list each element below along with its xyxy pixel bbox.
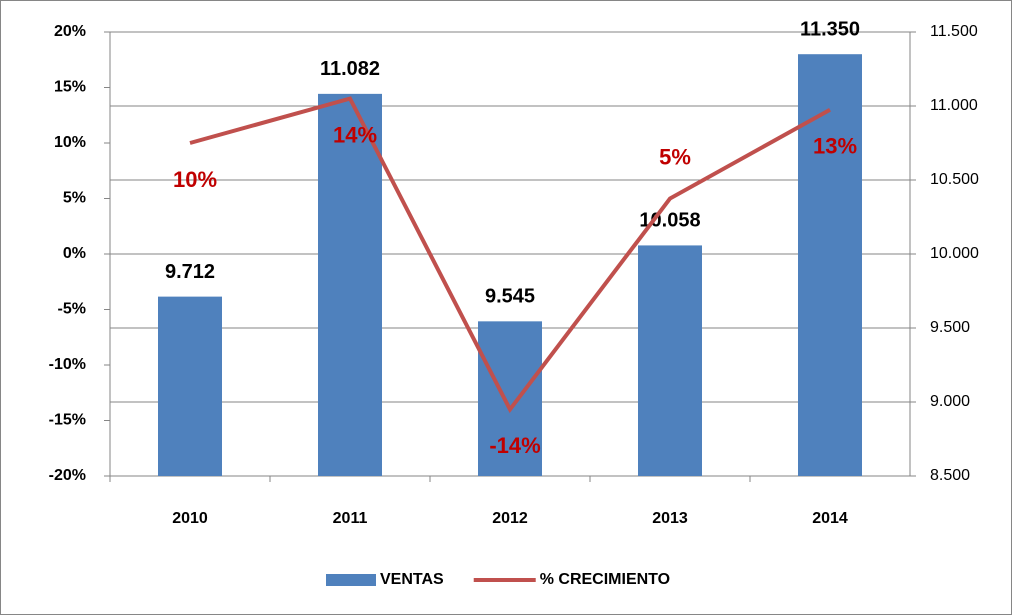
line-value-label: 14% [333,122,377,147]
line-value-label: 5% [659,144,691,169]
y-tick-label: 5% [63,190,86,207]
y2-tick-label: 11.000 [930,97,978,114]
bar-value-label: 9.712 [165,261,215,283]
bar-value-label: 10.058 [639,210,700,232]
y2-tick-label: 8.500 [930,467,970,484]
y-tick-label: 10% [54,134,86,151]
y2-tick-label: 9.500 [930,319,970,336]
x-tick-label: 2013 [652,510,688,527]
bar [318,93,382,476]
bar-value-label: 11.082 [320,58,380,80]
y-tick-label: 0% [63,245,86,262]
x-tick-label: 2012 [492,510,528,527]
y-tick-label: -10% [49,356,86,373]
line-value-label: 10% [173,167,217,192]
line-value-label: 13% [813,134,857,159]
bar [478,321,542,476]
bar-value-label: 11.350 [800,18,860,40]
line-value-label: -14% [489,433,540,458]
y-tick-label: -5% [58,301,86,318]
legend-label: % CRECIMIENTO [540,571,670,588]
bar [798,54,862,476]
line [189,96,831,414]
x-tick-label: 2014 [812,510,848,527]
y-tick-label: -20% [49,467,86,484]
y-tick-label: -15% [49,412,86,429]
bar [638,245,702,476]
y2-tick-label: 10.500 [930,171,979,188]
legend-swatch [326,574,376,586]
x-tick-label: 2011 [333,510,368,527]
y-tick-label: 15% [54,79,86,96]
legend-label: VENTAS [380,571,444,588]
y2-tick-label: 11.500 [930,23,978,40]
y2-tick-label: 9.000 [930,393,970,410]
y-tick-label: 20% [54,23,86,40]
bar-value-label: 9.545 [485,286,535,308]
x-tick-label: 2010 [172,510,208,527]
bar [158,296,222,476]
y2-tick-label: 10.000 [930,245,979,262]
